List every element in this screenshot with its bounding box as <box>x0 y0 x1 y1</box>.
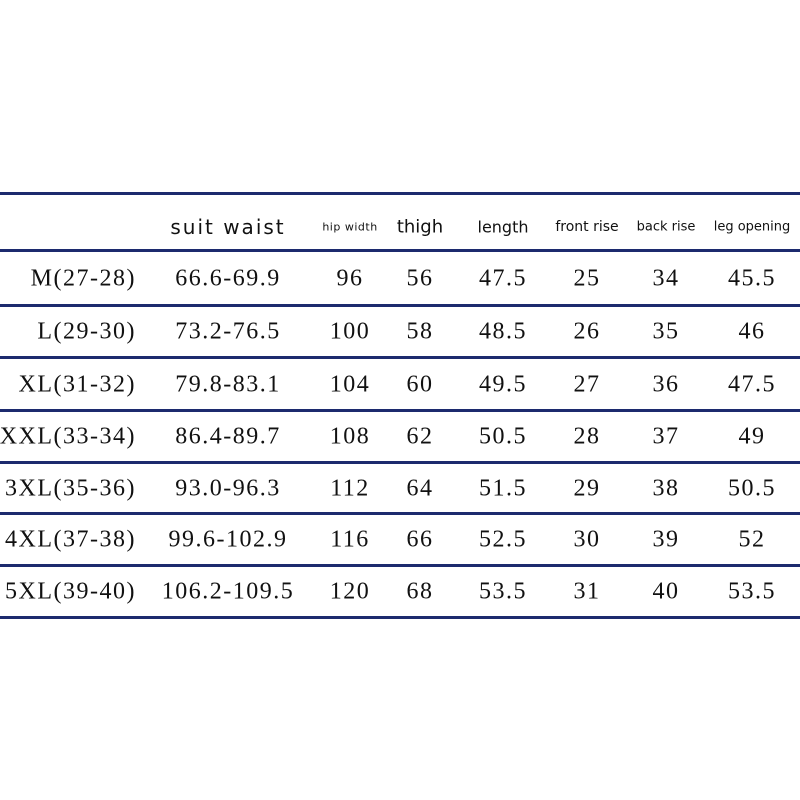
measurement: 96 <box>336 265 364 291</box>
column-header: suit waist <box>170 215 286 239</box>
measurement: 66.6-69.9 <box>175 265 281 291</box>
measurement: 62 <box>406 423 434 450</box>
size-label: 3XL(35-36) <box>5 475 136 501</box>
measurement: 46 <box>738 318 766 345</box>
measurement: 99.6-102.9 <box>168 526 288 553</box>
measurement: 66 <box>406 526 434 553</box>
measurement: 39 <box>652 526 680 553</box>
measurement: 51.5 <box>479 475 527 501</box>
column-header: thigh <box>396 216 444 238</box>
size-label: XL(31-32) <box>18 371 136 397</box>
measurement: 52.5 <box>479 526 527 553</box>
row-rule <box>0 356 800 359</box>
row-rule <box>0 616 800 619</box>
measurement: 120 <box>329 578 371 605</box>
measurement: 53.5 <box>479 578 527 605</box>
measurement: 26 <box>573 318 601 345</box>
row-rule <box>0 461 800 464</box>
measurement: 29 <box>573 475 601 501</box>
measurement: 50.5 <box>479 423 527 450</box>
measurement: 45.5 <box>728 265 776 291</box>
measurement: 48.5 <box>479 318 527 345</box>
measurement: 108 <box>329 423 371 450</box>
measurement: 73.2-76.5 <box>175 318 281 345</box>
column-header: length <box>477 217 529 237</box>
measurement: 58 <box>406 318 434 345</box>
measurement: 30 <box>573 526 601 553</box>
measurement: 64 <box>406 475 434 501</box>
row-rule <box>0 512 800 515</box>
measurement: 47.5 <box>479 265 527 291</box>
measurement: 53.5 <box>728 578 776 605</box>
size-label: M(27-28) <box>30 265 136 291</box>
measurement: 116 <box>330 526 370 553</box>
measurement: 49 <box>738 423 766 450</box>
measurement: 50.5 <box>728 475 776 501</box>
column-header: leg opening <box>713 219 791 235</box>
size-label: 4XL(37-38) <box>5 526 136 553</box>
measurement: 112 <box>330 475 370 501</box>
column-header: hip width <box>322 220 378 234</box>
measurement: 38 <box>652 475 680 501</box>
row-rule <box>0 564 800 567</box>
column-header: front rise <box>555 219 619 235</box>
row-rule <box>0 249 800 252</box>
measurement: 25 <box>573 265 601 291</box>
measurement: 104 <box>329 371 371 397</box>
row-rule <box>0 192 800 195</box>
measurement: 34 <box>652 265 680 291</box>
measurement: 35 <box>652 318 680 345</box>
measurement: 86.4-89.7 <box>175 423 281 450</box>
row-rule <box>0 304 800 307</box>
measurement: 60 <box>406 371 434 397</box>
measurement: 52 <box>738 526 766 553</box>
size-label: L(29-30) <box>37 318 136 345</box>
measurement: 27 <box>573 371 601 397</box>
size-label: XXL(33-34) <box>0 423 136 450</box>
row-rule <box>0 409 800 412</box>
measurement: 28 <box>573 423 601 450</box>
measurement: 100 <box>329 318 371 345</box>
measurement: 36 <box>652 371 680 397</box>
measurement: 93.0-96.3 <box>175 475 281 501</box>
measurement: 40 <box>652 578 680 605</box>
size-label: 5XL(39-40) <box>5 578 136 605</box>
measurement: 68 <box>406 578 434 605</box>
measurement: 47.5 <box>728 371 776 397</box>
measurement: 56 <box>406 265 434 291</box>
measurement: 79.8-83.1 <box>175 371 281 397</box>
measurement: 49.5 <box>479 371 527 397</box>
measurement: 106.2-109.5 <box>161 578 295 605</box>
column-header: back rise <box>636 219 696 235</box>
measurement: 37 <box>652 423 680 450</box>
measurement: 31 <box>573 578 601 605</box>
